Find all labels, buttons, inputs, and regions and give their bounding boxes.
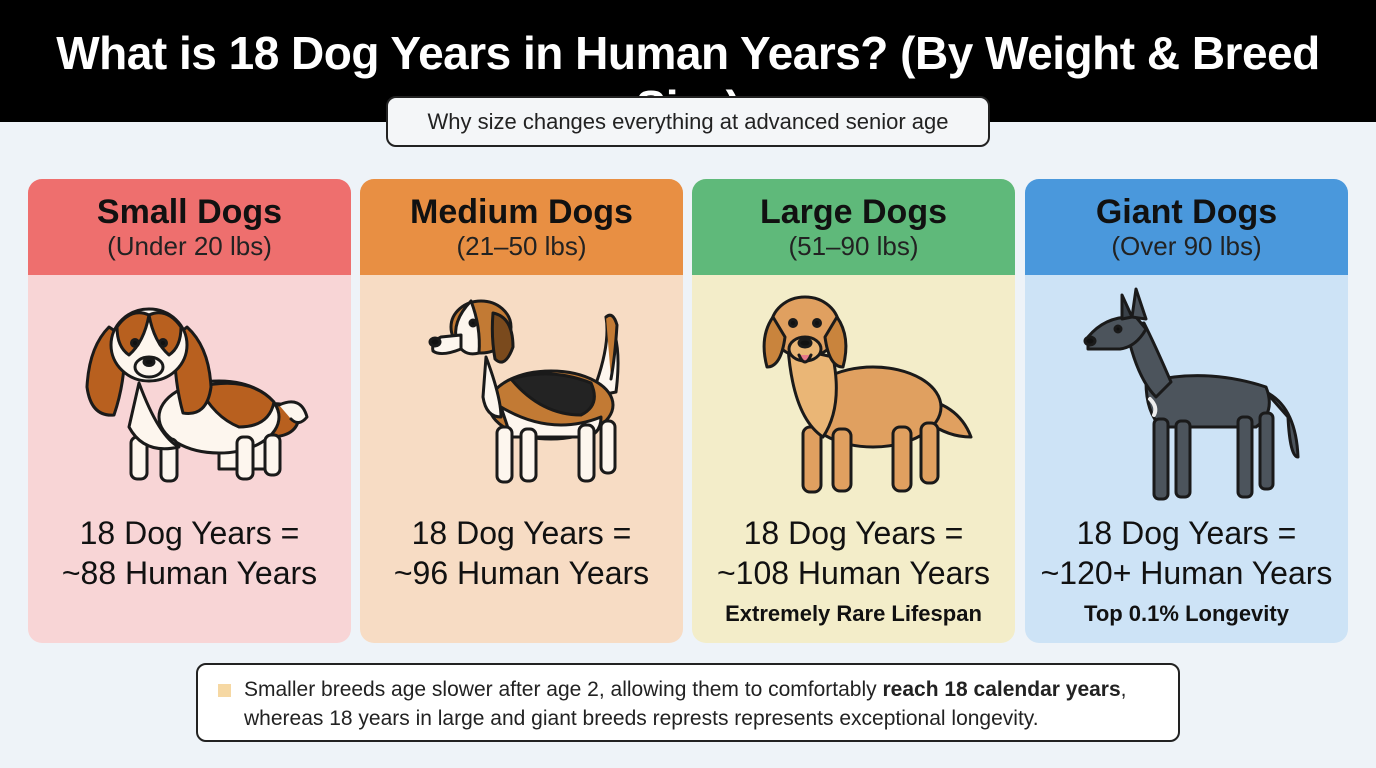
equation-line-2: ~108 Human Years [716,555,991,591]
footer-note: Smaller breeds age slower after age 2, a… [196,663,1180,742]
card-header: Large Dogs (51–90 lbs) [692,179,1015,275]
footer-text: Smaller breeds age slower after age 2, a… [244,675,1164,733]
equation-line-1: 18 Dog Years = [743,515,964,551]
golden-retriever-icon [762,295,973,494]
card-giant-dogs: Giant Dogs (Over 90 lbs) 18 Dog Years = … [1025,179,1348,643]
subtitle: Why size changes everything at advanced … [386,96,990,147]
card-title: Small Dogs [96,193,283,231]
bullet-icon [218,684,231,697]
card-note: Extremely Rare Lifespan [725,601,982,626]
equation-line-1: 18 Dog Years = [411,515,632,551]
equation-line-2: ~88 Human Years [61,555,318,591]
card-note: Top 0.1% Longevity [1084,601,1289,626]
card-header: Small Dogs (Under 20 lbs) [28,179,351,275]
card-large-dogs: Large Dogs (51–90 lbs) 18 Dog Years = ~1… [692,179,1015,643]
human-years-equation: 18 Dog Years = ~88 Human Years [28,513,351,593]
cavalier-king-charles-spaniel-icon [85,307,309,483]
footer-text-line2: whereas 18 years in large and giant bree… [244,707,1039,730]
card-weight-range: (21–50 lbs) [456,231,587,261]
page-title: What is 18 Dog Years in Human Years? (By… [56,27,1320,133]
card-header: Medium Dogs (21–50 lbs) [360,179,683,275]
equation-line-2: ~120+ Human Years [1040,555,1333,591]
beagle-icon [428,299,620,484]
card-title: Medium Dogs [410,193,633,231]
equation-line-1: 18 Dog Years = [79,515,300,551]
footer-text-part1: Smaller breeds age slower after age 2, a… [244,678,883,701]
footer-text-part2: , [1120,678,1127,701]
footer-text-bold: reach 18 calendar years [882,678,1121,701]
equation-line-2: ~96 Human Years [393,555,650,591]
card-medium-dogs: Medium Dogs (21–50 lbs) 18 Dog Years = ~… [360,179,683,643]
card-title: Large Dogs [759,193,948,231]
card-weight-range: (51–90 lbs) [788,231,919,261]
card-title: Giant Dogs [1095,193,1278,231]
equation-line-1: 18 Dog Years = [1076,515,1297,551]
human-years-equation: 18 Dog Years = ~96 Human Years [360,513,683,593]
card-weight-range: (Over 90 lbs) [1111,231,1262,261]
card-header: Giant Dogs (Over 90 lbs) [1025,179,1348,275]
human-years-equation: 18 Dog Years = ~108 Human Years [692,513,1015,593]
great-dane-icon [1083,287,1300,501]
card-small-dogs: Small Dogs (Under 20 lbs) 18 Dog Year [28,179,351,643]
card-weight-range: (Under 20 lbs) [107,231,272,261]
human-years-equation: 18 Dog Years = ~120+ Human Years [1025,513,1348,593]
